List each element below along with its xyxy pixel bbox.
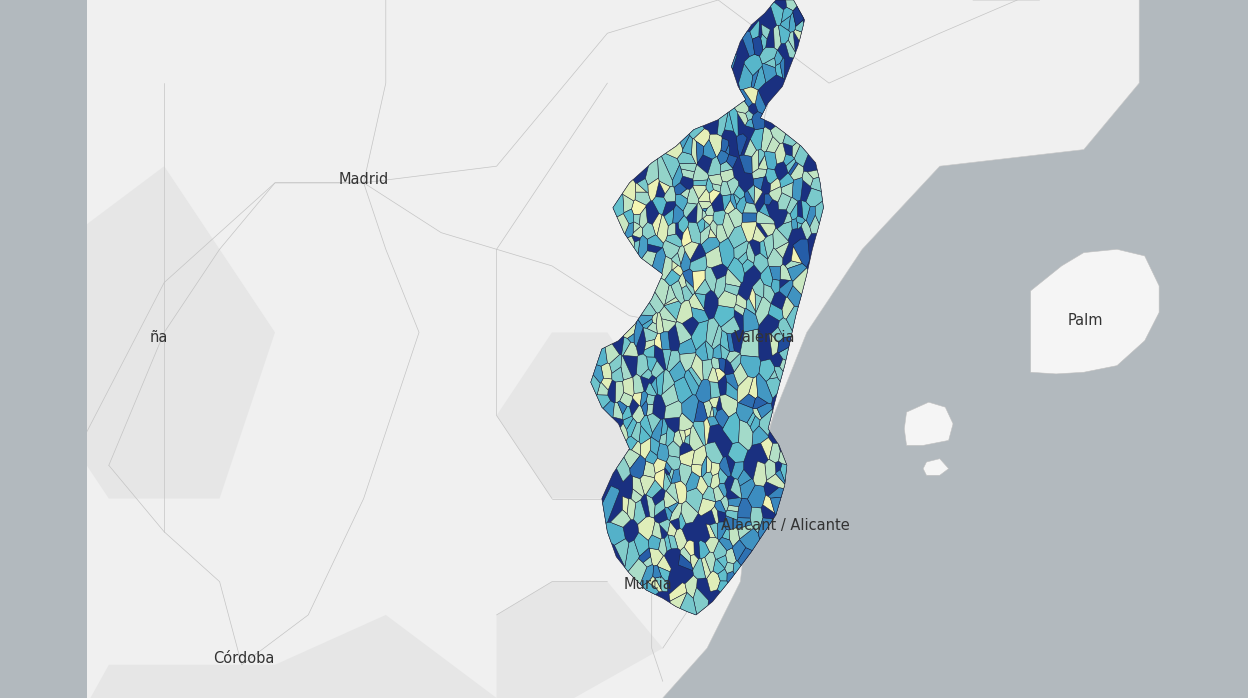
Polygon shape (1197, 241, 1248, 279)
Text: Córdoba: Córdoba (213, 651, 275, 666)
Text: Madrid: Madrid (338, 172, 389, 187)
Polygon shape (54, 166, 275, 498)
Polygon shape (54, 615, 552, 698)
Polygon shape (0, 0, 1139, 698)
Text: Palm: Palm (1067, 313, 1103, 328)
Polygon shape (1031, 249, 1159, 374)
Polygon shape (497, 332, 663, 498)
Polygon shape (590, 0, 824, 615)
Polygon shape (924, 459, 948, 475)
Text: ña: ña (150, 330, 167, 345)
Text: València: València (734, 330, 795, 345)
Polygon shape (905, 402, 953, 445)
Polygon shape (497, 581, 663, 698)
Text: Murcia: Murcia (624, 577, 673, 593)
Text: Alacant / Alicante: Alacant / Alicante (721, 518, 850, 533)
